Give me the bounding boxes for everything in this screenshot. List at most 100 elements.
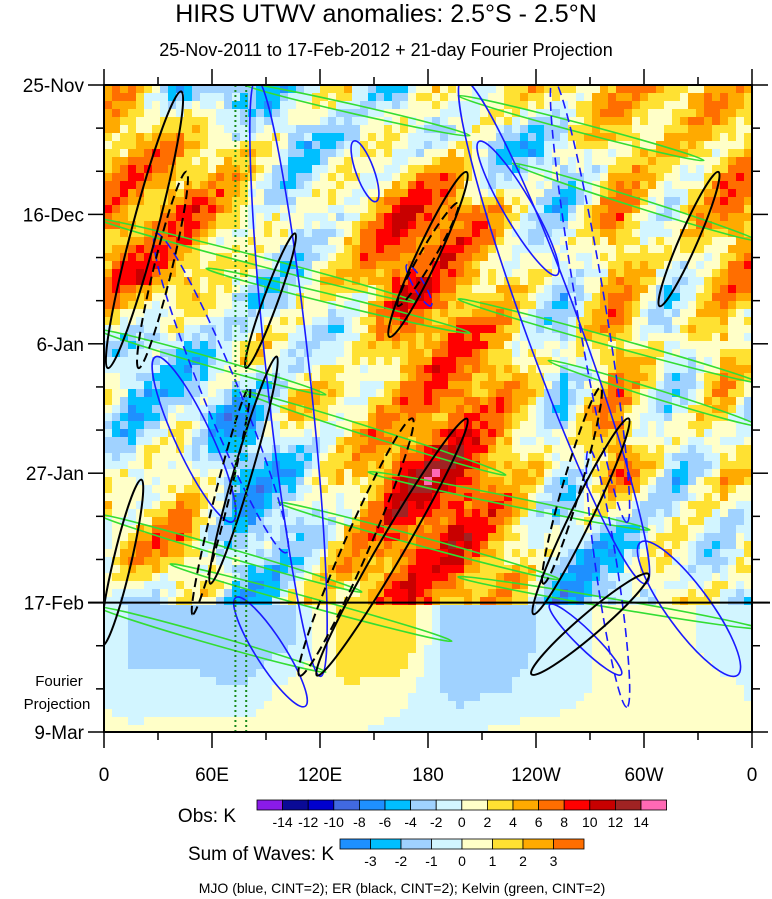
heatmap-cell <box>192 469 201 478</box>
heatmap-cell <box>368 437 377 446</box>
heatmap-cell <box>216 413 225 422</box>
heatmap-cell <box>520 373 529 382</box>
heatmap-cell <box>368 181 377 190</box>
heatmap-cell <box>744 125 752 134</box>
heatmap-cell <box>528 317 537 326</box>
heatmap-cell <box>560 221 569 230</box>
heatmap-cell <box>288 413 297 422</box>
heatmap-cell <box>432 197 441 206</box>
heatmap-cell <box>360 213 369 222</box>
heatmap-cell <box>616 117 625 126</box>
heatmap-cell <box>472 469 481 478</box>
heatmap-cell <box>208 165 217 174</box>
heatmap-cell <box>216 389 225 398</box>
heatmap-cell <box>304 341 313 350</box>
heatmap-cell <box>664 397 673 406</box>
heatmap-cell <box>160 373 169 382</box>
heatmap-cell <box>232 205 241 214</box>
heatmap-cell <box>200 181 209 190</box>
heatmap-cell <box>128 141 137 150</box>
heatmap-cell <box>504 213 513 222</box>
heatmap-cell <box>520 277 529 286</box>
heatmap-cell <box>736 245 745 254</box>
heatmap-cell <box>712 493 721 502</box>
heatmap-cell <box>592 149 601 158</box>
heatmap-cell <box>120 181 129 190</box>
heatmap-cell <box>640 365 649 374</box>
heatmap-cell <box>680 445 689 454</box>
heatmap-cell <box>216 117 225 126</box>
heatmap-cell <box>400 269 409 278</box>
heatmap-cell <box>616 445 625 454</box>
heatmap-cell <box>432 285 441 294</box>
heatmap-cell <box>160 429 169 438</box>
heatmap-cell <box>400 109 409 118</box>
heatmap-cell <box>560 381 569 390</box>
heatmap-cell <box>328 117 337 126</box>
heatmap-cell <box>520 197 529 206</box>
heatmap-cell <box>248 101 257 110</box>
heatmap-cell <box>616 157 625 166</box>
heatmap-cell <box>576 565 585 574</box>
heatmap-cell <box>112 85 121 94</box>
heatmap-cell <box>304 117 313 126</box>
heatmap-cell <box>240 189 249 198</box>
heatmap-cell <box>456 213 465 222</box>
heatmap-cell <box>160 101 169 110</box>
heatmap-cell <box>672 373 681 382</box>
heatmap-cell <box>576 517 585 526</box>
heatmap-cell <box>248 165 257 174</box>
heatmap-cell <box>672 477 681 486</box>
heatmap-cell <box>336 517 345 526</box>
heatmap-cell <box>152 269 161 278</box>
heatmap-cell <box>528 477 537 486</box>
heatmap-cell <box>200 149 209 158</box>
heatmap-cell <box>520 333 529 342</box>
heatmap-cell <box>288 365 297 374</box>
heatmap-cell <box>280 421 289 430</box>
heatmap-cell <box>200 293 209 302</box>
heatmap-cell <box>176 509 185 518</box>
heatmap-cell <box>536 157 545 166</box>
heatmap-cell <box>320 85 329 94</box>
heatmap-cell <box>648 237 657 246</box>
heatmap-cell <box>272 421 281 430</box>
heatmap-cell <box>200 117 209 126</box>
heatmap-cell <box>144 301 153 310</box>
heatmap-cell <box>704 445 713 454</box>
heatmap-cell <box>528 469 537 478</box>
heatmap-cell <box>368 373 377 382</box>
heatmap-cell <box>728 317 737 326</box>
heatmap-cell <box>120 269 129 278</box>
heatmap-cell <box>736 101 745 110</box>
heatmap-cell <box>200 541 209 550</box>
heatmap-cell <box>376 269 385 278</box>
heatmap-cell <box>352 309 361 318</box>
heatmap-cell <box>264 229 273 238</box>
heatmap-cell <box>344 413 353 422</box>
heatmap-cell <box>480 397 489 406</box>
heatmap-cell <box>440 509 449 518</box>
heatmap-cell <box>504 469 513 478</box>
heatmap-cell <box>496 269 505 278</box>
heatmap-cell <box>104 189 113 198</box>
heatmap-cell <box>664 341 673 350</box>
heatmap-cell <box>680 85 689 94</box>
heatmap-cell <box>312 325 321 334</box>
heatmap-cell <box>504 269 513 278</box>
heatmap-cell <box>536 381 545 390</box>
heatmap-cell <box>512 357 521 366</box>
heatmap-cell <box>392 221 401 230</box>
heatmap-cell <box>696 237 705 246</box>
heatmap-cell <box>288 389 297 398</box>
heatmap-cell <box>672 333 681 342</box>
heatmap-cell <box>512 269 521 278</box>
heatmap-cell <box>584 165 593 174</box>
heatmap-cell <box>440 349 449 358</box>
heatmap-cell <box>440 333 449 342</box>
heatmap-cell <box>456 149 465 158</box>
heatmap-cell <box>680 389 689 398</box>
heatmap-cell <box>744 149 752 158</box>
heatmap-cell <box>376 397 385 406</box>
heatmap-cell <box>440 485 449 494</box>
